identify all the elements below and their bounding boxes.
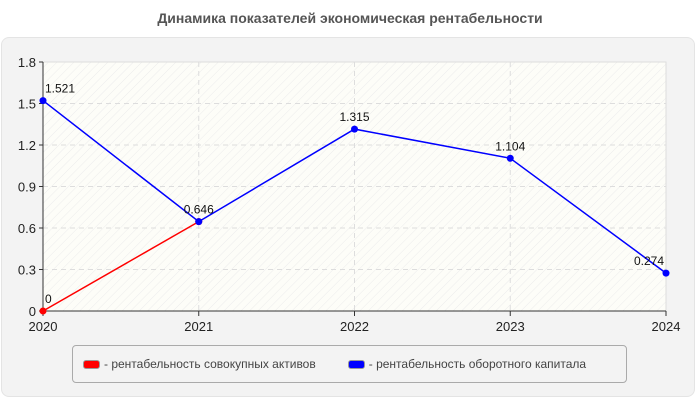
grid-lines xyxy=(43,62,666,311)
data-label: 1.104 xyxy=(495,139,525,153)
x-tick-label: 2021 xyxy=(184,319,213,334)
x-tick-label: 2022 xyxy=(340,319,369,334)
axes: 0 0.3 0.6 0.9 1.2 1.5 1.8 2020 2021 2022 2023 2024 xyxy=(18,55,681,334)
legend-label: - рентабельность оборотного капитала xyxy=(368,357,587,371)
y-tick-label: 0.6 xyxy=(18,221,36,236)
data-label: 1.521 xyxy=(45,82,75,96)
x-tick-label: 2020 xyxy=(29,319,58,334)
data-point[interactable] xyxy=(351,125,358,133)
x-tick-label: 2024 xyxy=(652,319,681,334)
chart-title: Динамика показателей экономическая рента… xyxy=(157,10,543,26)
data-point[interactable] xyxy=(506,154,514,162)
data-point[interactable] xyxy=(662,269,670,277)
legend-item-total-assets[interactable]: - рентабельность совокупных активов xyxy=(83,357,316,371)
series-line xyxy=(42,220,200,312)
data-point[interactable] xyxy=(39,97,47,105)
y-tick-label: 1.5 xyxy=(18,97,36,112)
data-label: 0.274 xyxy=(634,254,664,268)
y-tick-label: 1.2 xyxy=(18,138,36,153)
legend-swatch-red-icon xyxy=(83,359,100,369)
series-lines: 0 1.521 0.646 1.315 1.104 0.274 xyxy=(39,82,670,315)
legend: - рентабельность совокупных активов - ре… xyxy=(72,345,627,383)
legend-item-working-capital[interactable]: - рентабельность оборотного капитала xyxy=(347,357,587,371)
data-label: 0.646 xyxy=(184,203,214,217)
legend-swatch-blue-icon xyxy=(347,359,365,369)
y-tick-label: 0.3 xyxy=(18,263,36,278)
y-tick-label: 0 xyxy=(29,304,36,319)
data-label: 0 xyxy=(45,292,52,306)
data-point[interactable] xyxy=(195,218,203,226)
data-label: 1.315 xyxy=(339,110,369,124)
legend-label: - рентабельность совокупных активов xyxy=(104,357,316,371)
y-tick-label: 1.8 xyxy=(18,55,36,70)
y-tick-label: 0.9 xyxy=(18,180,36,195)
x-tick-label: 2023 xyxy=(496,319,525,334)
data-point[interactable] xyxy=(39,307,47,315)
